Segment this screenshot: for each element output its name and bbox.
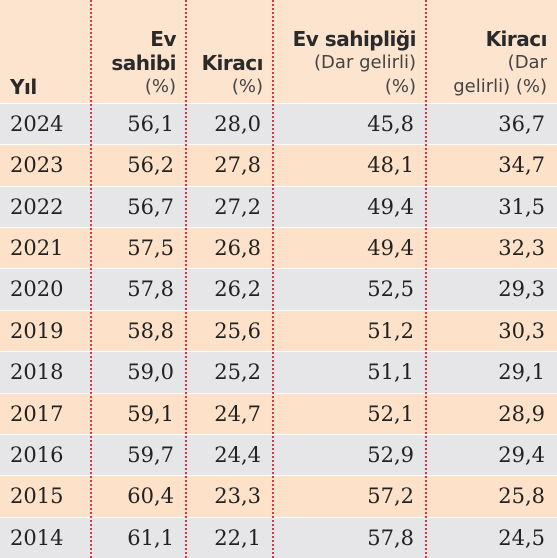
table-row: 2024 56,1 28,0 45,8 36,7 [0,103,557,145]
header-unit: (%) [384,76,416,97]
table-row: 2015 60,4 23,3 57,2 25,8 [0,475,557,517]
header-title: Ev [150,27,176,51]
value-cell: 34,7 [498,153,545,178]
header-title: Kiracı [485,27,548,51]
table-row: 2014 61,1 22,1 57,8 24,5 [0,516,557,558]
column-separator [425,0,427,558]
table-row: 2019 58,8 25,6 51,2 30,3 [0,309,557,352]
value-cell: 59,7 [127,442,174,467]
header-unit: (Dar [507,52,547,73]
value-cell: 29,1 [498,360,545,385]
value-cell: 57,2 [367,484,414,509]
value-cell: 32,3 [498,236,545,261]
value-cell: 49,4 [367,194,414,219]
value-cell: 51,2 [367,318,414,343]
value-cell: 27,8 [214,153,261,178]
value-cell: 51,1 [367,360,414,385]
year-cell: 2018 [10,360,64,385]
value-cell: 29,3 [498,277,545,302]
table-row: 2023 56,2 27,8 48,1 34,7 [0,144,557,186]
value-cell: 26,8 [214,236,261,261]
column-separator [272,0,274,558]
value-cell: 57,5 [127,236,174,261]
header-unit: gelirli) (%) [453,76,547,97]
value-cell: 24,4 [214,442,261,467]
value-cell: 30,3 [498,318,545,343]
year-cell: 2021 [10,236,64,261]
value-cell: 59,1 [127,401,174,426]
value-cell: 52,9 [367,442,414,467]
value-cell: 36,7 [498,112,545,136]
column-separator [90,0,92,558]
header-title: sahibi [111,51,176,75]
value-cell: 52,5 [367,277,414,302]
header-cell: Ev sahipliği (Dar gelirli) (%) [273,0,426,103]
year-cell: 2016 [10,442,64,467]
header-cell: Kiracı (Dar gelirli) (%) [426,0,557,103]
value-cell: 27,2 [214,194,261,219]
header-unit: (%) [144,76,176,97]
year-cell: 2024 [10,112,64,136]
value-cell: 28,0 [214,112,261,136]
value-cell: 56,7 [127,194,174,219]
table-row: 2022 56,7 27,2 49,4 31,5 [0,185,557,228]
header-title: Yıl [10,75,37,99]
header-title: Kiracı [201,51,264,75]
value-cell: 56,1 [127,112,174,136]
year-cell: 2014 [10,525,64,550]
value-cell: 23,3 [214,484,261,509]
header-cell: Ev sahibi (%) [91,0,186,103]
table-row: 2018 59,0 25,2 51,1 29,1 [0,351,557,393]
value-cell: 25,8 [498,484,545,509]
value-cell: 57,8 [367,525,414,550]
value-cell: 57,8 [127,277,174,302]
value-cell: 49,4 [367,236,414,261]
header-title: Ev sahipliği [292,27,417,51]
value-cell: 61,1 [127,525,174,550]
value-cell: 31,5 [498,194,545,219]
value-cell: 22,1 [214,525,261,550]
column-separator [185,0,187,558]
value-cell: 28,9 [498,401,545,426]
year-cell: 2022 [10,194,64,219]
value-cell: 52,1 [367,401,414,426]
value-cell: 24,7 [214,401,261,426]
table-row: 2021 57,5 26,8 49,4 32,3 [0,227,557,269]
year-cell: 2015 [10,484,64,509]
value-cell: 29,4 [498,442,545,467]
header-cell: Kiracı (%) [186,0,273,103]
table-row: 2020 57,8 26,2 52,5 29,3 [0,268,557,310]
value-cell: 45,8 [367,112,414,136]
value-cell: 26,2 [214,277,261,302]
value-cell: 58,8 [127,318,174,343]
header-unit: (Dar gelirli) [314,52,416,73]
year-cell: 2017 [10,401,64,426]
header-unit: (%) [231,76,263,97]
value-cell: 25,6 [214,318,261,343]
table-row: 2017 59,1 24,7 52,1 28,9 [0,392,557,434]
table-row: 2016 59,7 24,4 52,9 29,4 [0,433,557,476]
header-cell: Yıl [0,0,91,103]
year-cell: 2019 [10,318,64,343]
year-cell: 2023 [10,153,64,178]
value-cell: 24,5 [498,525,545,550]
year-cell: 2020 [10,277,64,302]
value-cell: 59,0 [127,360,174,385]
value-cell: 56,2 [127,153,174,178]
value-cell: 48,1 [367,153,414,178]
value-cell: 25,2 [214,360,261,385]
value-cell: 60,4 [127,484,174,509]
